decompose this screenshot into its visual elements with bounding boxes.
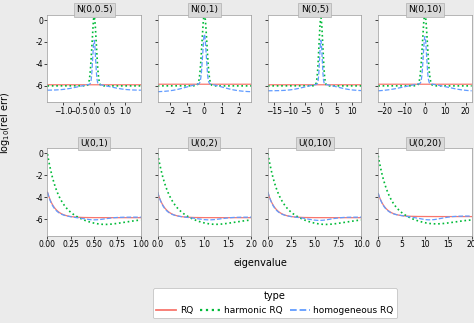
Title: U(0,2): U(0,2) <box>191 139 218 148</box>
Title: N(0,10): N(0,10) <box>408 5 442 15</box>
Text: log$_{10}$(rel err): log$_{10}$(rel err) <box>0 91 12 154</box>
Title: N(0,5): N(0,5) <box>301 5 328 15</box>
Legend: RQ, harmonic RQ, homogeneous RQ: RQ, harmonic RQ, homogeneous RQ <box>153 288 397 318</box>
Title: U(0,1): U(0,1) <box>80 139 108 148</box>
Title: N(0,0.5): N(0,0.5) <box>76 5 112 15</box>
Text: eigenvalue: eigenvalue <box>234 258 288 268</box>
Title: U(0,10): U(0,10) <box>298 139 331 148</box>
Title: U(0,20): U(0,20) <box>408 139 442 148</box>
Title: N(0,1): N(0,1) <box>191 5 219 15</box>
